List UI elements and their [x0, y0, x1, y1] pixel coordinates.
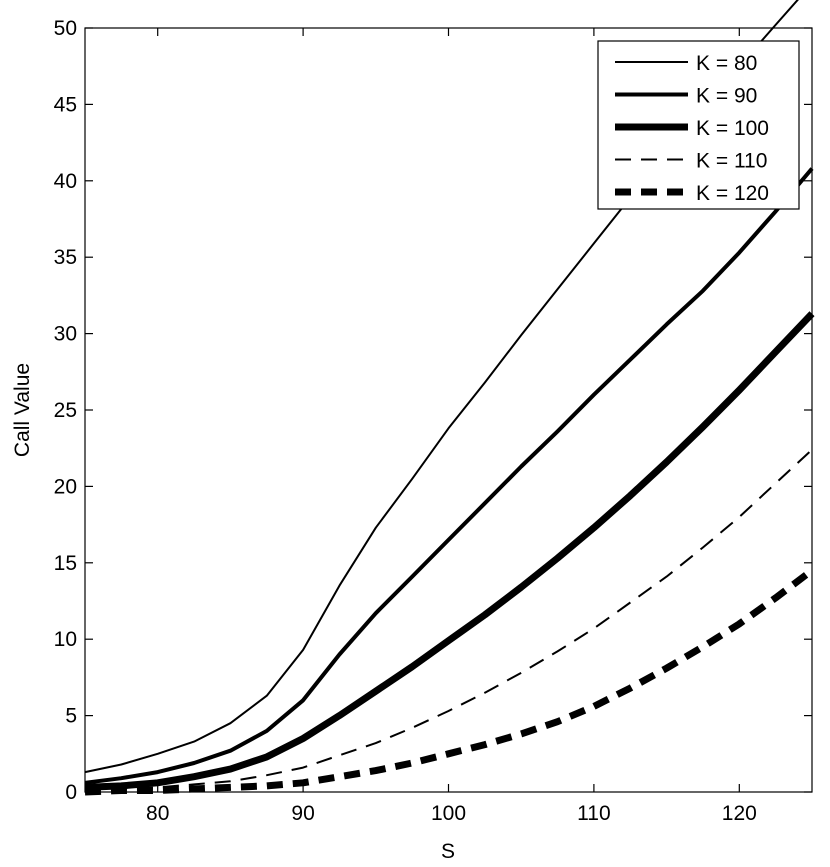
- x-tick-label: 80: [146, 802, 169, 825]
- series-line-110: [84, 448, 813, 792]
- series-line-90: [84, 167, 814, 785]
- y-tick-label: 10: [54, 628, 77, 651]
- y-tick-label: 50: [54, 17, 77, 40]
- y-tick-label: 5: [65, 705, 77, 728]
- legend-label: K = 120: [696, 182, 769, 205]
- legend-label: K = 100: [696, 117, 769, 140]
- y-tick-label: 25: [54, 399, 77, 422]
- y-tick-label: 30: [54, 323, 77, 346]
- legend-label: K = 80: [696, 52, 757, 75]
- y-tick-label: 35: [54, 246, 77, 269]
- legend: K = 80 K = 90 K = 100 K = 110 K = 120: [597, 40, 800, 210]
- y-tick-label: 40: [54, 170, 77, 193]
- x-tick-label: 100: [431, 802, 466, 825]
- legend-label: K = 110: [696, 150, 767, 173]
- y-tick-label: 20: [54, 475, 77, 498]
- y-tick-label: 0: [65, 781, 77, 804]
- y-tick-label: 15: [54, 552, 77, 575]
- y-axis-title: Call Value: [11, 363, 34, 457]
- y-tick-label: 45: [54, 93, 77, 116]
- legend-label: K = 90: [696, 85, 757, 108]
- x-tick-label: 120: [722, 802, 757, 825]
- x-tick-label: 110: [577, 802, 610, 825]
- series-line-100: [84, 311, 815, 791]
- series-line-120: [84, 567, 815, 796]
- x-axis-title: S: [441, 840, 455, 863]
- x-tick-label: 90: [291, 802, 314, 825]
- ticks-layer: 80 90 100 110 120 0 5 10 15 20 25 30 35 40 45 50: [54, 17, 812, 825]
